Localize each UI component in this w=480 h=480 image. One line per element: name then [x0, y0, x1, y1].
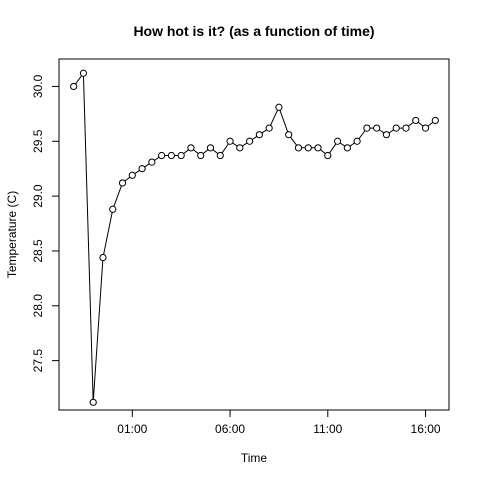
- y-tick-label: 30.0: [31, 74, 45, 98]
- y-axis: 27.5 28.0 28.5 29.0 29.5 30.0: [31, 74, 60, 373]
- data-point: [187, 144, 195, 152]
- data-point: [373, 124, 381, 132]
- data-point: [421, 124, 430, 132]
- data-point: [382, 131, 391, 139]
- x-axis: 01:00 06:00 11:00 16:00: [117, 409, 441, 436]
- data-point: [138, 165, 146, 173]
- data-point: [206, 144, 215, 152]
- data-point: [304, 144, 312, 152]
- data-point: [236, 144, 244, 152]
- y-tick-label: 27.5: [31, 349, 45, 373]
- y-tick-label: 28.5: [31, 239, 45, 263]
- data-point: [333, 137, 342, 145]
- data-point: [128, 171, 136, 179]
- data-point: [158, 151, 166, 160]
- data-point: [363, 124, 371, 132]
- x-axis-label: Time: [241, 451, 268, 465]
- data-point: [216, 151, 224, 160]
- y-axis-label: Temperature (C): [5, 191, 19, 278]
- data-point: [314, 144, 322, 152]
- data-point: [226, 137, 234, 145]
- chart-title: How hot is it? (as a function of time): [133, 23, 374, 39]
- data-point: [275, 103, 283, 111]
- y-tick-label: 28.0: [31, 294, 45, 318]
- data-point: [294, 144, 303, 152]
- data-point: [177, 151, 185, 160]
- data-point: [392, 124, 400, 132]
- data-point: [89, 398, 97, 406]
- x-tick-label: 16:00: [411, 422, 441, 436]
- data-point: [109, 205, 117, 213]
- data-point: [353, 137, 361, 145]
- data-points: [70, 69, 439, 406]
- x-tick-label: 06:00: [215, 422, 245, 436]
- x-tick-label: 01:00: [117, 422, 147, 436]
- data-point: [402, 124, 410, 132]
- data-point: [324, 151, 332, 160]
- y-tick-label: 29.5: [31, 129, 45, 153]
- data-point: [246, 137, 254, 145]
- x-tick-label: 11:00: [313, 422, 342, 436]
- data-point: [412, 116, 420, 125]
- data-point: [265, 124, 273, 132]
- data-point: [70, 82, 78, 91]
- data-point: [431, 116, 439, 125]
- data-point: [343, 144, 351, 152]
- data-point: [79, 69, 88, 77]
- temperature-series-line: [73, 71, 436, 403]
- data-point: [148, 158, 156, 166]
- data-point: [285, 131, 293, 139]
- y-tick-label: 29.0: [31, 184, 45, 208]
- data-point: [167, 151, 176, 160]
- plot-frame: [58, 58, 450, 411]
- data-point: [197, 151, 205, 160]
- data-point: [118, 179, 127, 187]
- data-point: [99, 253, 107, 262]
- data-point: [255, 131, 263, 139]
